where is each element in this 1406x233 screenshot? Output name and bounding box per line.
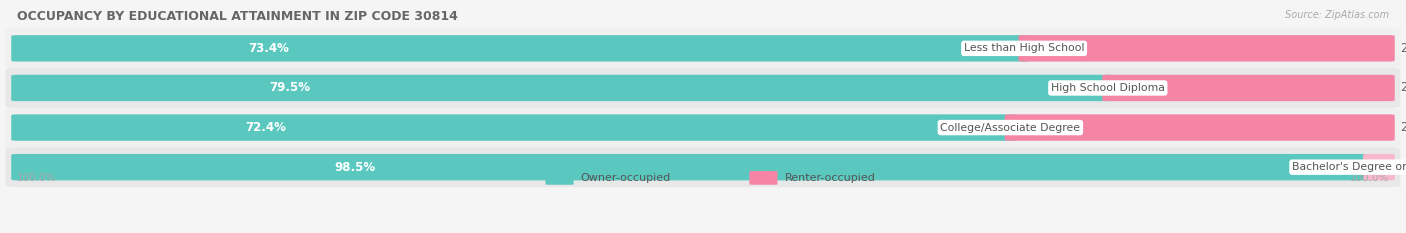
Text: Owner-occupied: Owner-occupied [581,173,671,183]
FancyBboxPatch shape [6,28,1400,68]
FancyBboxPatch shape [749,171,778,185]
Text: 73.4%: 73.4% [249,42,290,55]
FancyBboxPatch shape [1018,35,1395,62]
Text: High School Diploma: High School Diploma [1050,83,1164,93]
Text: 79.5%: 79.5% [269,82,311,94]
Text: 26.6%: 26.6% [1400,42,1406,55]
Text: Renter-occupied: Renter-occupied [785,173,876,183]
Text: Less than High School: Less than High School [965,43,1084,53]
Text: Bachelor's Degree or higher: Bachelor's Degree or higher [1292,162,1406,172]
Text: 1.5%: 1.5% [1400,161,1406,174]
Text: 20.5%: 20.5% [1400,82,1406,94]
FancyBboxPatch shape [11,35,1029,62]
FancyBboxPatch shape [6,108,1400,147]
FancyBboxPatch shape [546,171,574,185]
FancyBboxPatch shape [1102,75,1395,101]
Text: Source: ZipAtlas.com: Source: ZipAtlas.com [1285,10,1389,21]
Text: 72.4%: 72.4% [245,121,285,134]
FancyBboxPatch shape [1005,114,1395,141]
Text: 100.0%: 100.0% [1350,173,1389,183]
Text: OCCUPANCY BY EDUCATIONAL ATTAINMENT IN ZIP CODE 30814: OCCUPANCY BY EDUCATIONAL ATTAINMENT IN Z… [17,10,458,24]
Text: 27.6%: 27.6% [1400,121,1406,134]
FancyBboxPatch shape [1362,154,1395,180]
FancyBboxPatch shape [11,114,1017,141]
Text: 100.0%: 100.0% [17,173,56,183]
Text: 98.5%: 98.5% [335,161,375,174]
FancyBboxPatch shape [6,147,1400,187]
FancyBboxPatch shape [11,154,1374,180]
Text: College/Associate Degree: College/Associate Degree [941,123,1080,133]
FancyBboxPatch shape [11,75,1114,101]
FancyBboxPatch shape [6,68,1400,108]
